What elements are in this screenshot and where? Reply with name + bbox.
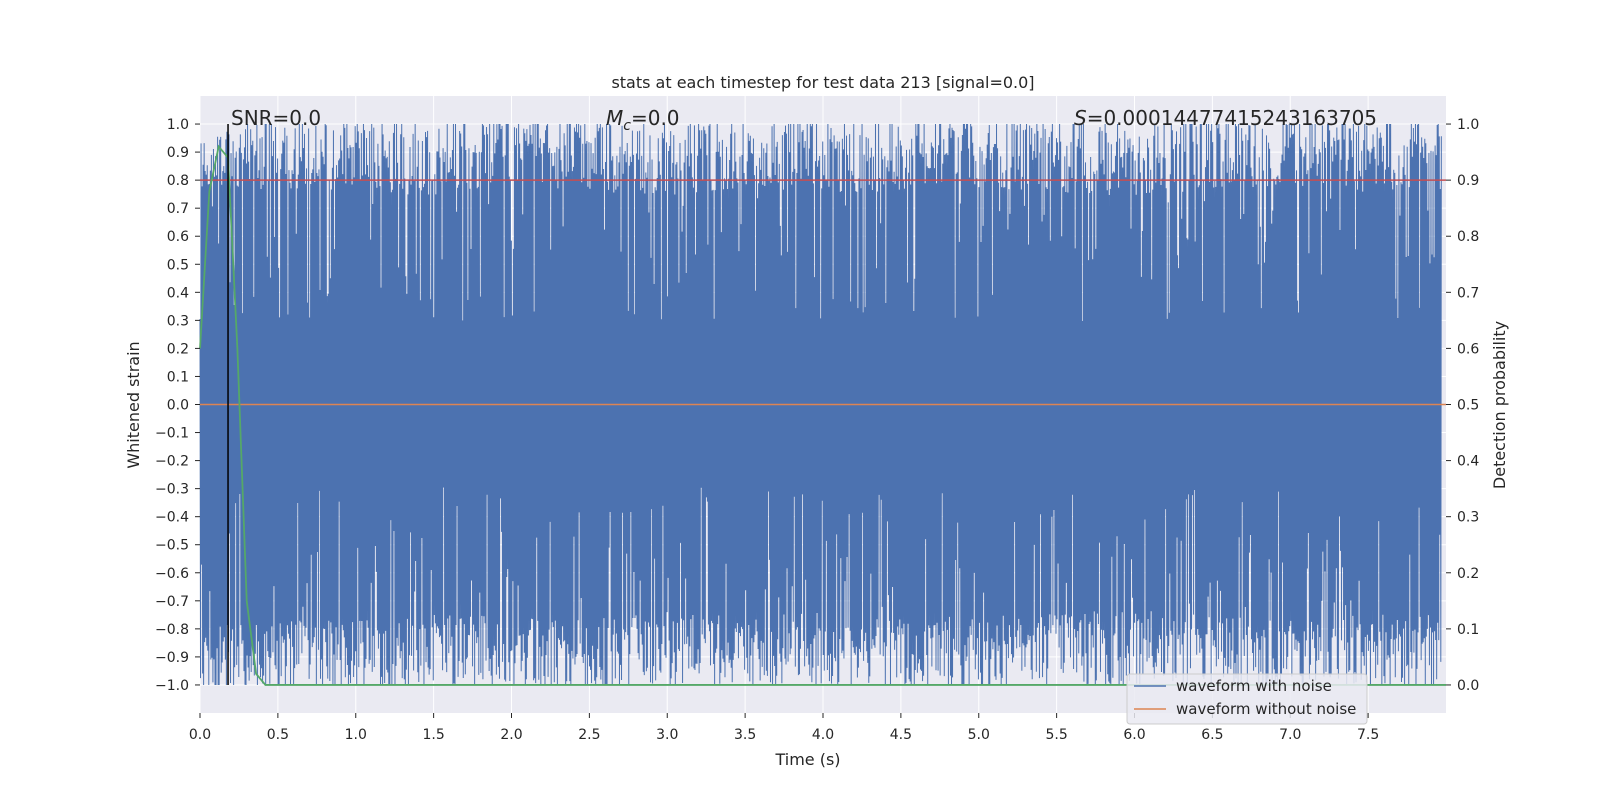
x-tick-label-1: 0.5: [267, 727, 289, 743]
y2-tick-label-6: 0.4: [1457, 454, 1479, 470]
y2-tick-label-3: 0.7: [1457, 285, 1479, 301]
y2-tick-label-0: 1.0: [1457, 117, 1479, 133]
legend-box: [1126, 673, 1368, 725]
y-tick-label-17: −0.7: [155, 594, 189, 610]
y-tick-label-13: −0.3: [155, 482, 189, 498]
x-tick-label-13: 6.5: [1201, 727, 1223, 743]
y-tick-label-10: 0.0: [167, 398, 189, 414]
y-tick-label-12: −0.2: [155, 454, 189, 470]
x-tick-label-4: 2.0: [500, 727, 522, 743]
y2-tick-label-4: 0.6: [1457, 341, 1479, 357]
y2-tick-label-1: 0.9: [1457, 173, 1479, 189]
y2-tick-label-9: 0.1: [1457, 622, 1479, 638]
legend: waveform with noise waveform without noi…: [1126, 673, 1368, 725]
y-tick-label-3: 0.7: [167, 201, 189, 217]
x-tick-label-0: 0.0: [189, 727, 211, 743]
y-axis-label: Whitened strain: [124, 341, 143, 468]
y-tick-label-18: −0.8: [155, 622, 189, 638]
mc-subscript: c: [623, 118, 631, 134]
series-layer: [199, 124, 1446, 686]
y2-tick-label-5: 0.5: [1457, 398, 1479, 414]
y-tick-label-6: 0.4: [167, 285, 189, 301]
y-tick-label-5: 0.5: [167, 257, 189, 273]
snr-annotation: SNR=0.0: [231, 106, 321, 130]
y-tick-label-20: −1.0: [155, 678, 189, 694]
mc-value: =0.0: [631, 106, 680, 130]
x-tick-label-8: 4.0: [812, 727, 834, 743]
y2-axis-label: Detection probability: [1490, 321, 1509, 489]
y-tick-label-7: 0.3: [167, 313, 189, 329]
s-annotation: S=0.00014477415243163705: [1074, 106, 1377, 130]
mc-symbol: M: [606, 106, 623, 130]
x-tick-label-7: 3.5: [734, 727, 756, 743]
y-tick-label-8: 0.2: [167, 341, 189, 357]
y-tick-label-16: −0.6: [155, 566, 189, 582]
y-tick-label-14: −0.4: [155, 510, 189, 526]
x-tick-label-10: 5.0: [968, 727, 990, 743]
y2-tick-label-8: 0.2: [1457, 566, 1479, 582]
y-tick-label-1: 0.9: [167, 145, 189, 161]
y2-tick-label-7: 0.3: [1457, 510, 1479, 526]
x-tick-label-5: 2.5: [578, 727, 600, 743]
y2-tick-label-10: 0.0: [1457, 678, 1479, 694]
y-tick-label-4: 0.6: [167, 229, 189, 245]
y-tick-label-19: −0.9: [155, 650, 189, 666]
axes-layer: 0.0 0.5 1.0 1.5 2.0 2.5 3.0 3.5 4.0 4.5 5.0 5.5 6.0 6…: [155, 117, 1479, 743]
y-tick-label-9: 0.1: [167, 369, 189, 385]
y-tick-label-2: 0.8: [167, 173, 189, 189]
x-tick-label-9: 4.5: [890, 727, 912, 743]
s-value: =0.00014477415243163705: [1087, 106, 1377, 130]
mc-annotation: Mc=0.0: [606, 106, 680, 134]
legend-label-noise: waveform with noise: [1176, 677, 1332, 695]
x-tick-label-12: 6.0: [1123, 727, 1145, 743]
chart-title: stats at each timestep for test data 213…: [611, 73, 1034, 92]
x-tick-label-14: 7.0: [1279, 727, 1301, 743]
x-tick-label-11: 5.5: [1045, 727, 1067, 743]
x-tick-label-3: 1.5: [422, 727, 444, 743]
x-tick-label-6: 3.0: [656, 727, 678, 743]
s-symbol: S: [1074, 106, 1087, 130]
x-tick-label-15: 7.5: [1357, 727, 1379, 743]
series-detection-probability: [199, 144, 1446, 686]
y-tick-label-0: 1.0: [167, 117, 189, 133]
y2-tick-label-2: 0.8: [1457, 229, 1479, 245]
x-tick-label-2: 1.0: [345, 727, 367, 743]
y-tick-label-15: −0.5: [155, 538, 189, 554]
legend-label-clean: waveform without noise: [1176, 700, 1356, 718]
x-axis-label: Time (s): [774, 750, 840, 769]
y-tick-label-11: −0.1: [155, 426, 189, 442]
